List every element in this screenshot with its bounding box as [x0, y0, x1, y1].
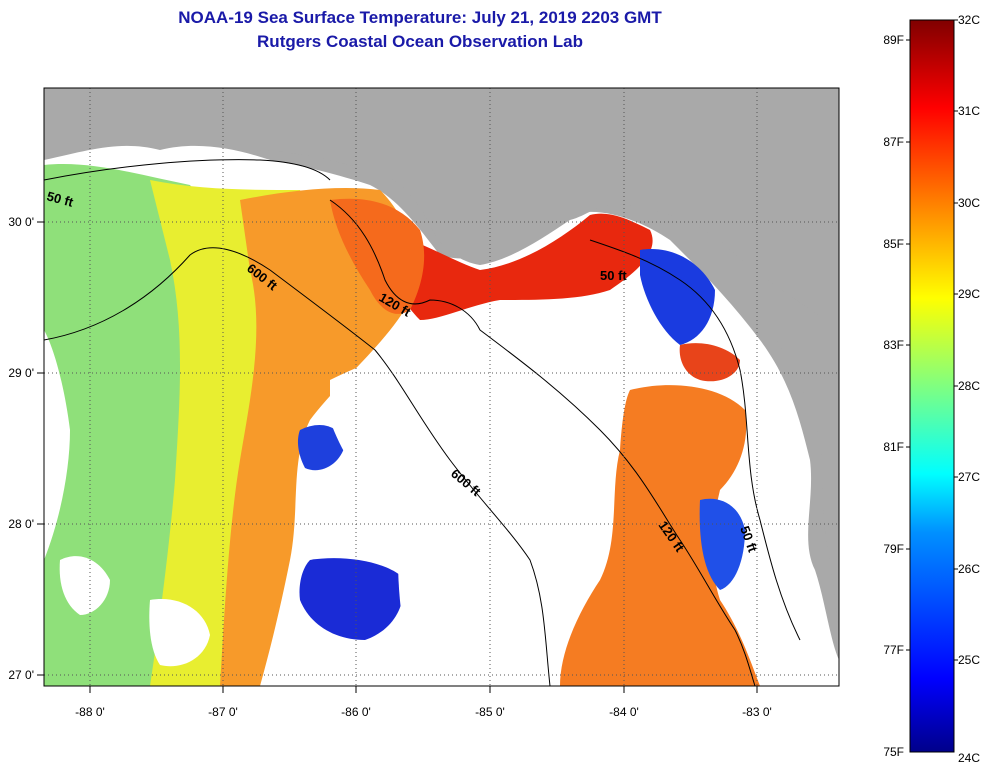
florida-land	[770, 330, 839, 650]
sst-nearshore-red	[679, 343, 740, 382]
latitude-label: 29 0'	[8, 366, 34, 380]
longitude-label: -87 0'	[208, 705, 238, 719]
colorbar-fahrenheit-label: 75F	[883, 745, 904, 759]
colorbar-fahrenheit-label: 81F	[883, 440, 904, 454]
sst-central-orange	[220, 188, 414, 686]
colorbar-celsius-label: 27C	[958, 470, 980, 484]
cloud-gap-5	[149, 599, 210, 667]
latitude-label: 28 0'	[8, 517, 34, 531]
colorbar-celsius-label: 29C	[958, 287, 980, 301]
sst-cool-patch-2	[640, 249, 715, 345]
isobath-50ft-line	[43, 159, 801, 641]
contour-label: 50 ft	[600, 268, 627, 283]
sst-field	[44, 88, 839, 686]
map-frame	[43, 87, 840, 687]
isobath-600ft-line	[43, 247, 551, 687]
colorbar	[909, 19, 955, 753]
sst-coast-orange	[330, 198, 425, 314]
isobath-lines	[43, 159, 801, 687]
colorbar-fahrenheit-label: 87F	[883, 135, 904, 149]
colorbar-celsius-label: 30C	[958, 196, 980, 210]
colorbar-celsius-label: 32C	[958, 13, 980, 27]
longitude-label: -88 0'	[75, 705, 105, 719]
colorbar-celsius-label: 31C	[958, 104, 980, 118]
sst-coast-red	[380, 213, 653, 320]
colorbar-fahrenheit-label: 85F	[883, 237, 904, 251]
longitude-label: -86 0'	[341, 705, 371, 719]
map-title: NOAA-19 Sea Surface Temperature: July 21…	[178, 8, 662, 27]
cloud-gap-2	[398, 516, 494, 664]
colorbar-celsius-label: 28C	[958, 379, 980, 393]
colorbar-fahrenheit-label: 77F	[883, 643, 904, 657]
latitude-label: 30 0'	[8, 215, 34, 229]
sst-cool-patch-3	[699, 498, 745, 590]
latitude-label: 27 0'	[8, 668, 34, 682]
cloud-gap-1	[330, 326, 611, 500]
cloud-gap-4	[59, 556, 110, 615]
longitude-label: -84 0'	[609, 705, 639, 719]
colorbar-celsius-label: 25C	[958, 653, 980, 667]
colorbar-celsius-label: 26C	[958, 562, 980, 576]
colorbar-ticks	[906, 19, 958, 661]
colorbar-fahrenheit-label: 83F	[883, 338, 904, 352]
colorbar-celsius-label: 24C	[958, 751, 980, 765]
map-subtitle: Rutgers Coastal Ocean Observation Lab	[257, 32, 583, 51]
frame-ticks	[37, 221, 758, 693]
sst-cool-patch-4	[297, 425, 345, 471]
colorbar-fahrenheit-label: 79F	[883, 542, 904, 556]
longitude-label: -85 0'	[475, 705, 505, 719]
colorbar-fahrenheit-label: 89F	[883, 33, 904, 47]
cloud-gap-3	[500, 479, 565, 686]
longitude-label: -83 0'	[742, 705, 772, 719]
contour-label: 50 ft	[45, 188, 75, 210]
sst-shelf-orange	[560, 385, 760, 686]
isobath-120ft-line	[329, 199, 756, 687]
sst-cool-patch-1	[299, 558, 404, 640]
panhandle-land	[44, 88, 839, 330]
graticule	[44, 88, 839, 686]
